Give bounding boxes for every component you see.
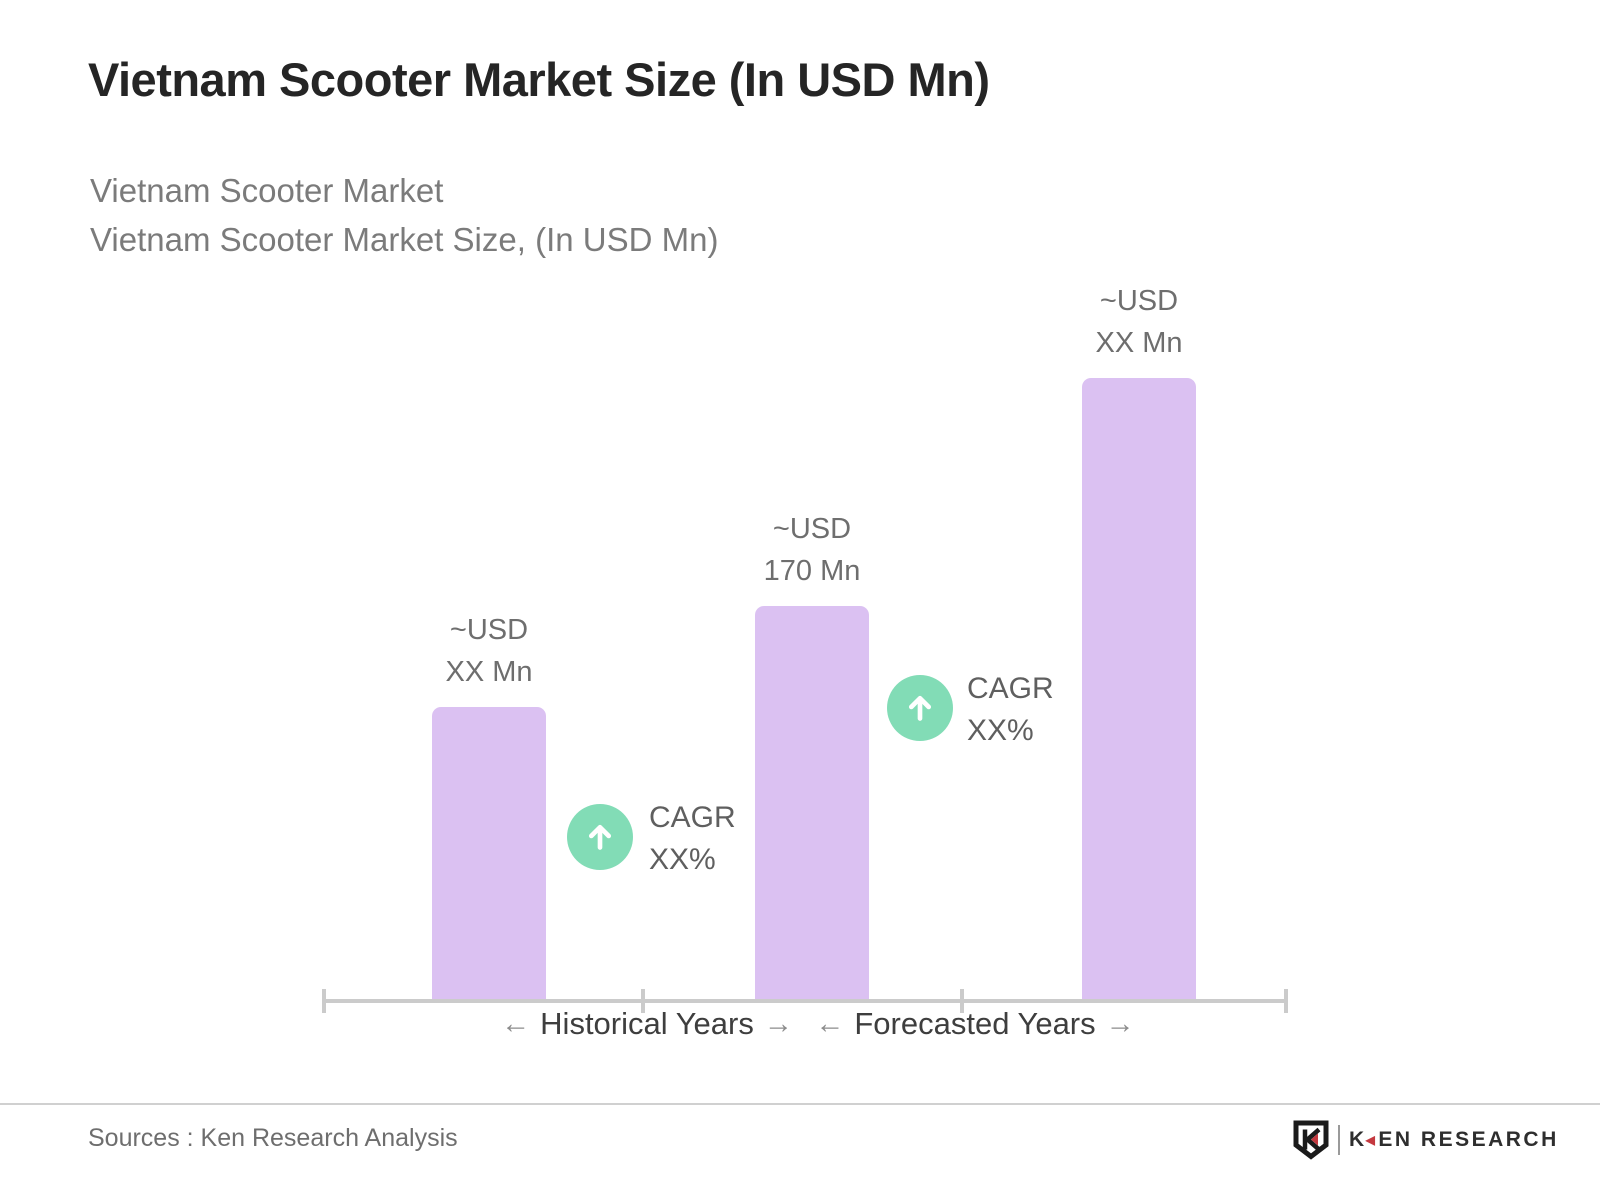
arrow-up-circle-icon <box>887 675 953 741</box>
bar-value-label-1: ~USD XX Mn <box>369 609 609 693</box>
bar-historical-1 <box>432 707 546 1003</box>
right-arrow-icon: → <box>763 1007 793 1040</box>
cagr-annotation-1-line-2: XX% <box>649 843 716 876</box>
axis-group-forecasted-label: Forecasted Years <box>854 1006 1096 1041</box>
bar-value-label-1-line-1: ~USD <box>449 614 529 646</box>
ken-research-badge-icon <box>1293 1120 1329 1160</box>
cagr-annotation-2-line-1: CAGR <box>967 672 1054 705</box>
ken-research-logo: K ◀ EN RESEARCH <box>1293 1120 1559 1160</box>
x-axis-line <box>322 999 1288 1003</box>
logo-separator <box>1338 1125 1340 1155</box>
axis-group-historical-label: Historical Years <box>540 1006 754 1041</box>
cagr-annotation-1-line-1: CAGR <box>649 801 736 834</box>
brand-rest: EN RESEARCH <box>1378 1128 1559 1151</box>
axis-group-forecasted-years: ← Forecasted Years → <box>815 1006 1134 1042</box>
left-arrow-icon: ← <box>501 1007 531 1040</box>
footer-divider <box>0 1103 1600 1105</box>
cagr-annotation-2: CAGR XX% <box>967 668 1054 752</box>
bar-historical-2 <box>755 606 869 1003</box>
red-triangle-icon: ◀ <box>1365 1133 1378 1147</box>
chart-subtitle: Vietnam Scooter Market Vietnam Scooter M… <box>90 166 718 264</box>
bar-value-label-1-line-2: XX Mn <box>445 656 533 688</box>
left-arrow-icon: ← <box>815 1007 845 1040</box>
x-axis-tick <box>1284 989 1288 1013</box>
bar-value-label-2: ~USD 170 Mn <box>692 508 932 592</box>
bar-value-label-2-line-2: 170 Mn <box>763 555 861 587</box>
bar-forecast <box>1082 378 1196 1003</box>
x-axis-tick <box>322 989 326 1013</box>
subtitle-line-2: Vietnam Scooter Market Size, (In USD Mn) <box>90 221 719 258</box>
page-title: Vietnam Scooter Market Size (In USD Mn) <box>88 53 990 106</box>
up-arrow-icon <box>588 824 612 850</box>
x-axis-tick <box>960 989 964 1013</box>
arrow-up-circle-icon <box>567 804 633 870</box>
cagr-annotation-2-line-2: XX% <box>967 714 1034 747</box>
bar-value-label-3: ~USD XX Mn <box>1019 280 1259 364</box>
bar-value-label-3-line-2: XX Mn <box>1095 327 1183 359</box>
bar-value-label-2-line-1: ~USD <box>772 513 852 545</box>
subtitle-line-1: Vietnam Scooter Market <box>90 172 444 209</box>
source-note: Sources : Ken Research Analysis <box>88 1124 458 1152</box>
brand-letter-k: K <box>1349 1128 1367 1151</box>
cagr-annotation-1: CAGR XX% <box>649 797 736 881</box>
right-arrow-icon: → <box>1105 1007 1135 1040</box>
axis-group-historical-years: ← Historical Years → <box>501 1006 793 1042</box>
up-arrow-icon <box>908 695 932 721</box>
brand-wordmark: K ◀ EN RESEARCH <box>1349 1128 1559 1152</box>
bar-value-label-3-line-1: ~USD <box>1099 285 1179 317</box>
x-axis-tick <box>641 989 645 1013</box>
